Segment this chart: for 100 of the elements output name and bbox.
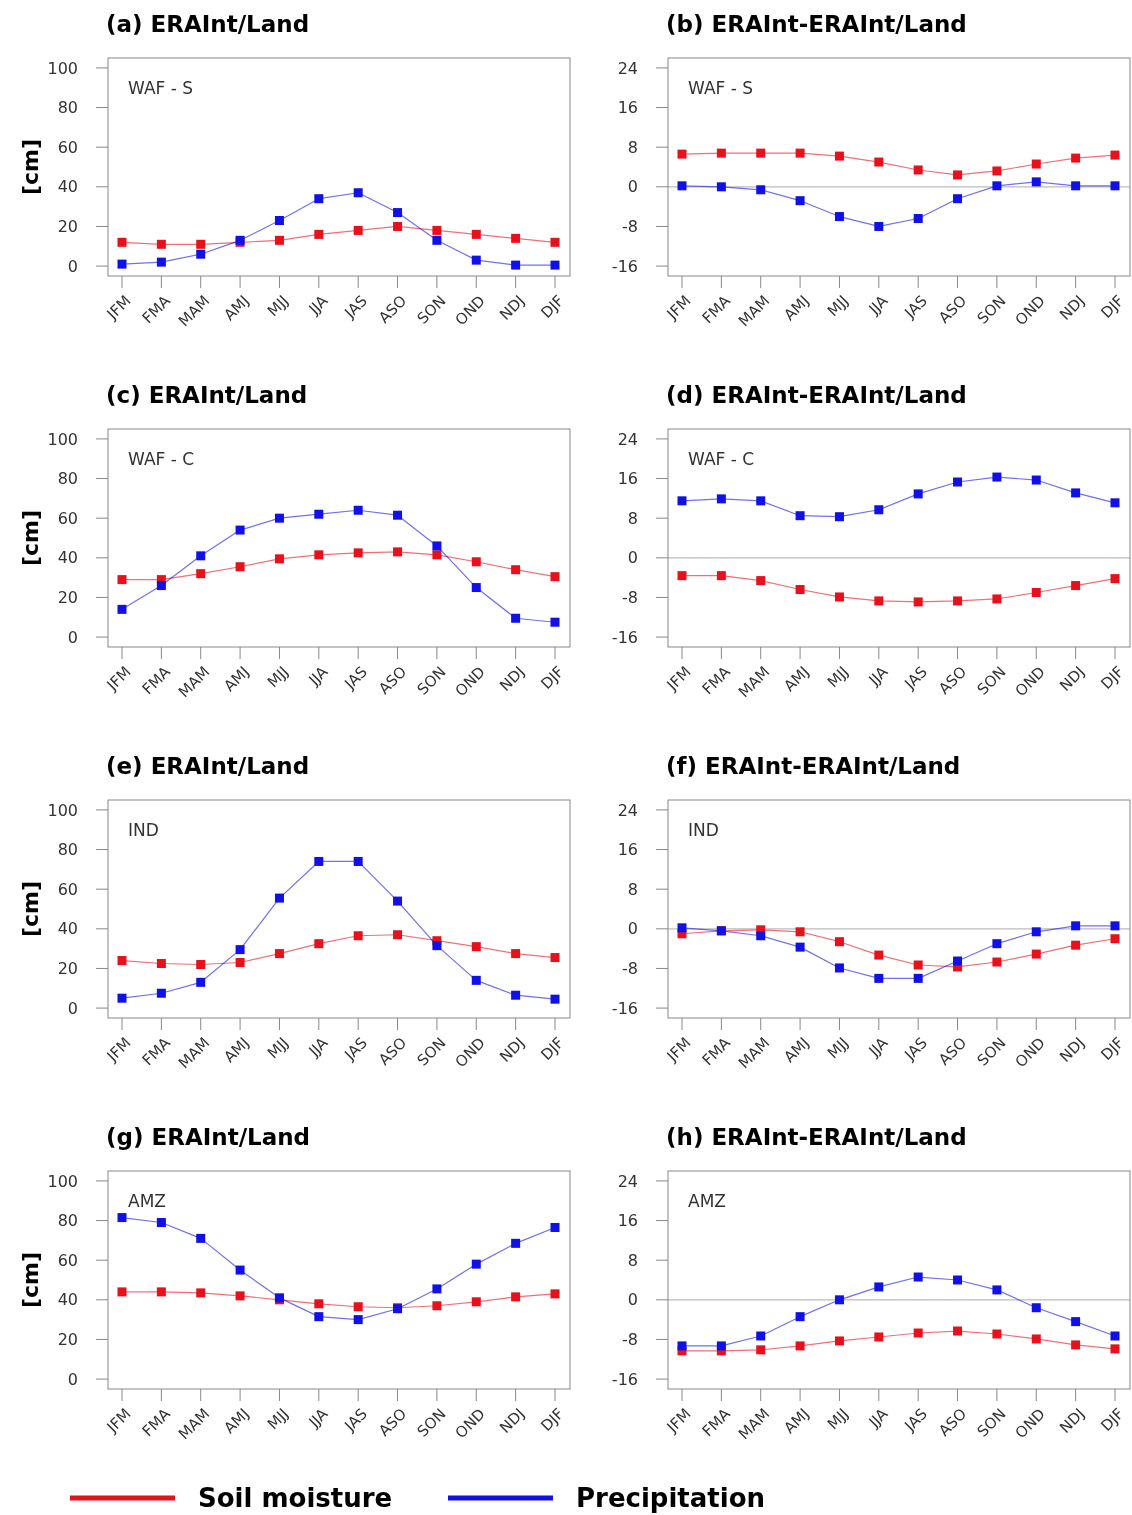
x-tick-label: DJF [537,1033,568,1064]
annotation: IND [688,820,719,840]
x-tick-label: DJF [1097,662,1128,693]
y-tick-label: 20 [57,588,78,608]
annotation: AMZ [128,1191,166,1211]
x-tick-label: NDJ [496,662,529,695]
y-tick-label: 80 [57,840,78,860]
x-tick-label: JJA [304,1404,332,1432]
y-tick-label: 0 [67,256,78,276]
y-tick-label: 60 [57,508,78,528]
x-tick-label: JJA [864,662,892,690]
y-tick-label: 8 [627,1250,638,1270]
y-tick-label: -8 [622,217,638,237]
x-tick-label: NDJ [496,1404,529,1437]
y-tick-label: 24 [617,800,638,820]
x-tick-label: NDJ [1056,662,1089,695]
y-tick-label: 60 [57,879,78,899]
y-tick-label: 40 [57,177,78,197]
annotation: WAF - C [688,449,755,469]
y-tick-label: -16 [611,1369,638,1389]
chart-title: (f) ERAInt-ERAInt/Land [666,753,961,779]
y-tick-label: 24 [617,429,638,449]
x-tick-label: MJJ [263,662,292,691]
x-tick-label: MJJ [263,1033,292,1062]
x-tick-label: MJJ [263,291,292,320]
x-tick-label: MJJ [823,1404,852,1433]
x-tick-label: DJF [1097,1033,1128,1064]
annotation: AMZ [688,1191,726,1211]
y-tick-label: -16 [611,627,638,647]
x-tick-label: MJJ [823,1033,852,1062]
x-tick-label: NDJ [496,291,529,324]
x-tick-label: MJJ [823,291,852,320]
x-tick-label: JJA [864,1033,892,1061]
y-tick-label: 0 [67,627,78,647]
y-tick-label: 16 [617,840,638,860]
y-tick-label: 0 [627,1290,638,1310]
y-tick-label: 24 [617,58,638,78]
annotation: WAF - C [128,449,195,469]
chart-title: (d) ERAInt-ERAInt/Land [666,382,967,408]
y-tick-label: -8 [622,588,638,608]
y-tick-label: 100 [47,1171,78,1191]
x-tick-label: NDJ [1056,1033,1089,1066]
x-tick-label: DJF [537,662,568,693]
annotation: WAF - S [128,78,194,98]
y-tick-label: 60 [57,1250,78,1270]
y-tick-label: -8 [622,1330,638,1350]
y-tick-label: 60 [57,137,78,157]
legend-label: Soil moisture [198,1483,393,1514]
chart-title: (b) ERAInt-ERAInt/Land [666,11,967,37]
x-tick-label: DJF [537,291,568,322]
y-tick-label: 20 [57,1330,78,1350]
y-tick-label: 80 [57,1211,78,1231]
y-tick-label: 0 [67,1369,78,1389]
chart-title: (e) ERAInt/Land [106,753,310,779]
y-tick-label: 80 [57,469,78,489]
y-tick-label: 0 [67,998,78,1018]
chart-title: (a) ERAInt/Land [106,11,310,37]
y-tick-label: 20 [57,959,78,979]
y-tick-label: 16 [617,98,638,118]
y-axis-title: [cm] [17,1251,43,1309]
y-tick-label: 0 [627,177,638,197]
x-tick-label: JJA [304,1033,332,1061]
y-tick-label: 100 [47,429,78,449]
y-tick-label: 100 [47,58,78,78]
y-tick-label: 16 [617,469,638,489]
y-tick-label: 8 [627,508,638,528]
y-tick-label: 40 [57,919,78,939]
y-axis-title: [cm] [17,509,43,567]
y-tick-label: 8 [627,879,638,899]
x-tick-label: MJJ [263,1404,292,1433]
y-tick-label: 24 [617,1171,638,1191]
y-axis-title: [cm] [17,138,43,196]
annotation: IND [128,820,159,840]
x-tick-label: DJF [1097,1404,1128,1435]
x-tick-label: DJF [537,1404,568,1435]
x-tick-label: JJA [304,662,332,690]
y-tick-label: 16 [617,1211,638,1231]
chart-title: (g) ERAInt/Land [106,1124,311,1150]
y-axis-title: [cm] [17,880,43,938]
y-tick-label: 100 [47,800,78,820]
chart-title: (h) ERAInt-ERAInt/Land [666,1124,967,1150]
x-tick-label: NDJ [1056,291,1089,324]
y-tick-label: 40 [57,1290,78,1310]
x-tick-label: MJJ [823,662,852,691]
x-tick-label: NDJ [1056,1404,1089,1437]
y-tick-label: -16 [611,998,638,1018]
y-tick-label: 40 [57,548,78,568]
annotation: WAF - S [688,78,754,98]
y-tick-label: 0 [627,919,638,939]
chart-title: (c) ERAInt/Land [106,382,308,408]
y-tick-label: 0 [627,548,638,568]
x-tick-label: NDJ [496,1033,529,1066]
y-tick-label: 20 [57,217,78,237]
legend-label: Precipitation [576,1483,766,1514]
y-tick-label: 80 [57,98,78,118]
y-tick-label: -8 [622,959,638,979]
x-tick-label: DJF [1097,291,1128,322]
x-tick-label: JJA [864,291,892,319]
x-tick-label: JJA [304,291,332,319]
x-tick-label: JJA [864,1404,892,1432]
